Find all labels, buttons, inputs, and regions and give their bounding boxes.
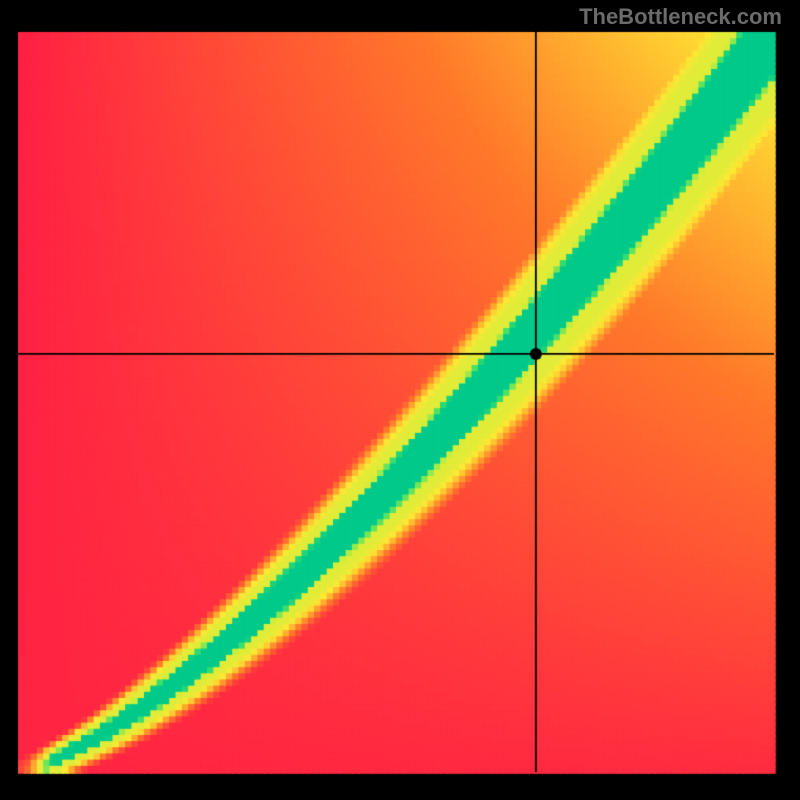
- bottleneck-heatmap: [0, 0, 800, 800]
- watermark-label: TheBottleneck.com: [579, 4, 782, 30]
- chart-container: TheBottleneck.com: [0, 0, 800, 800]
